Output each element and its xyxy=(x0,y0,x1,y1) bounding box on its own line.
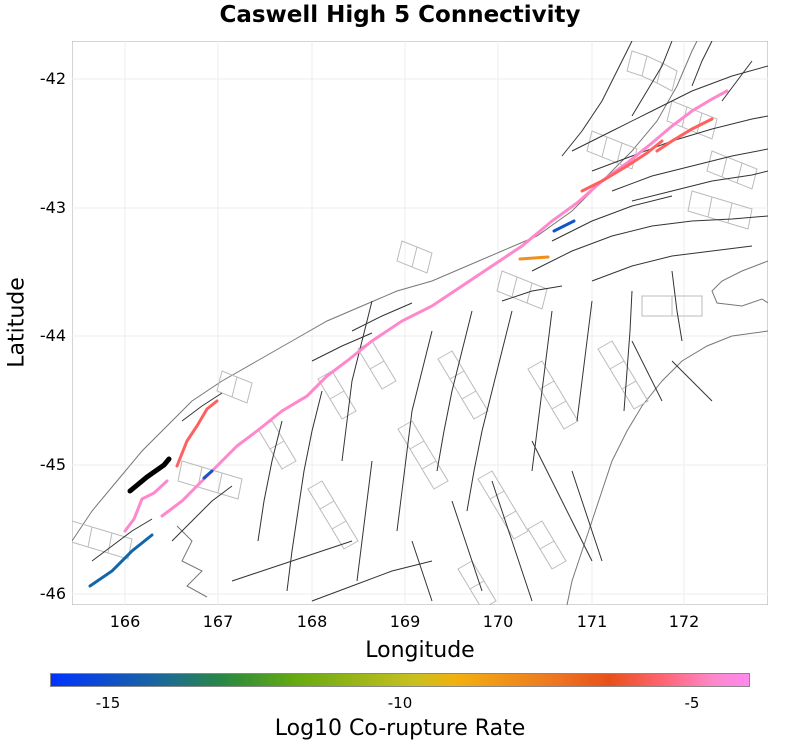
x-tick-label: 171 xyxy=(576,612,608,631)
map-title: Caswell High 5 Connectivity xyxy=(219,2,581,28)
colorbar-tick-label: -15 xyxy=(95,694,121,712)
colorbar-tick-label: -5 xyxy=(684,694,700,712)
colorbar-tick-label: -10 xyxy=(387,694,413,712)
y-tick-label: -44 xyxy=(39,326,66,345)
colorbar-label: Log10 Co-rupture Rate xyxy=(274,716,526,741)
x-tick-label: 170 xyxy=(482,612,514,631)
coastline xyxy=(72,41,768,605)
y-tick-label: -43 xyxy=(39,198,66,217)
corupture-fault-red-east xyxy=(580,139,664,193)
corupture-fault-red-west xyxy=(175,399,219,468)
x-tick-label: 168 xyxy=(296,612,328,631)
corupture-fault-orange xyxy=(518,255,550,261)
corupture-fault-pink-main xyxy=(160,89,729,518)
fault-patches xyxy=(72,50,758,605)
x-tick-label: 172 xyxy=(668,612,700,631)
colorbar xyxy=(50,673,750,687)
x-tick-label: 166 xyxy=(109,612,141,631)
y-tick-label: -46 xyxy=(39,584,66,603)
corupture-faults xyxy=(88,89,729,588)
corupture-fault-blue-north xyxy=(552,219,576,233)
fault-traces xyxy=(91,41,768,602)
source-fault xyxy=(127,456,172,494)
y-axis-label: Latitude xyxy=(4,277,30,368)
corupture-fault-red-north xyxy=(655,117,714,153)
corupture-fault-pink-west xyxy=(123,479,169,533)
x-axis-label: Longitude xyxy=(365,638,475,663)
x-tick-label: 167 xyxy=(202,612,234,631)
corupture-fault-blue-west xyxy=(88,533,154,588)
y-tick-label: -42 xyxy=(39,69,66,88)
x-tick-label: 169 xyxy=(389,612,421,631)
map-plot-area xyxy=(72,41,768,605)
corupture-fault-blue-small xyxy=(202,469,214,480)
gridlines xyxy=(72,41,768,605)
y-tick-label: -45 xyxy=(39,455,66,474)
